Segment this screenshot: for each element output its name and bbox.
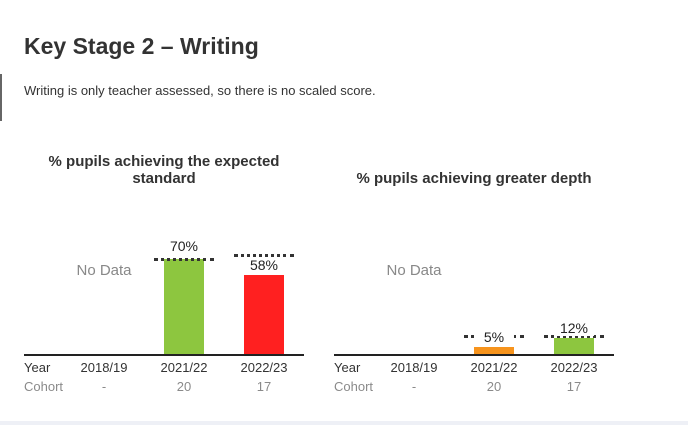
page-title: Key Stage 2 – Writing — [24, 33, 259, 59]
year-tick-label: 2018/19 — [390, 360, 438, 375]
assessment-note: Writing is only teacher assessed, so the… — [24, 83, 376, 98]
cohort-value: 17 — [256, 379, 272, 394]
year-tick-label: 2022/23 — [550, 360, 598, 375]
cohort-row-label: Cohort — [334, 379, 374, 394]
expected-standard-chart: % pupils achieving the expected standard… — [24, 150, 304, 400]
data-label: 12% — [554, 319, 594, 336]
cohort-value: 20 — [486, 379, 502, 394]
data-label: 5% — [474, 329, 514, 346]
data-label: 70% — [169, 237, 199, 254]
no-data-label: No Data — [386, 262, 442, 279]
year-tick-label: 2021/22 — [470, 360, 518, 375]
cohort-value: - — [101, 379, 107, 394]
greater-depth-chart: % pupils achieving greater depth No Data… — [334, 150, 614, 400]
chart-title: % pupils achieving the expected standard — [48, 153, 280, 187]
year-tick-label: 2022/23 — [240, 360, 288, 375]
x-axis-line — [334, 354, 614, 356]
x-axis-line — [24, 354, 304, 356]
year-row-label: Year — [334, 360, 361, 375]
cohort-value: 17 — [566, 379, 582, 394]
benchmark-line — [544, 335, 604, 339]
benchmark-line — [154, 257, 214, 261]
benchmark-line — [234, 253, 294, 257]
cohort-row-label: Cohort — [24, 379, 64, 394]
data-label: 58% — [244, 257, 284, 274]
bar-2021-22 — [164, 258, 204, 354]
cohort-value: 20 — [176, 379, 192, 394]
bar-2022-23 — [554, 337, 594, 354]
chart-title: % pupils achieving greater depth — [356, 170, 592, 187]
year-row-label: Year — [24, 360, 51, 375]
footer-band — [0, 421, 688, 425]
bar-2022-23 — [244, 275, 284, 354]
left-accent-rule — [0, 74, 2, 121]
year-tick-label: 2021/22 — [160, 360, 208, 375]
cohort-value: - — [411, 379, 417, 394]
bar-2021-22 — [474, 347, 514, 354]
no-data-label: No Data — [76, 262, 132, 279]
year-tick-label: 2018/19 — [80, 360, 128, 375]
